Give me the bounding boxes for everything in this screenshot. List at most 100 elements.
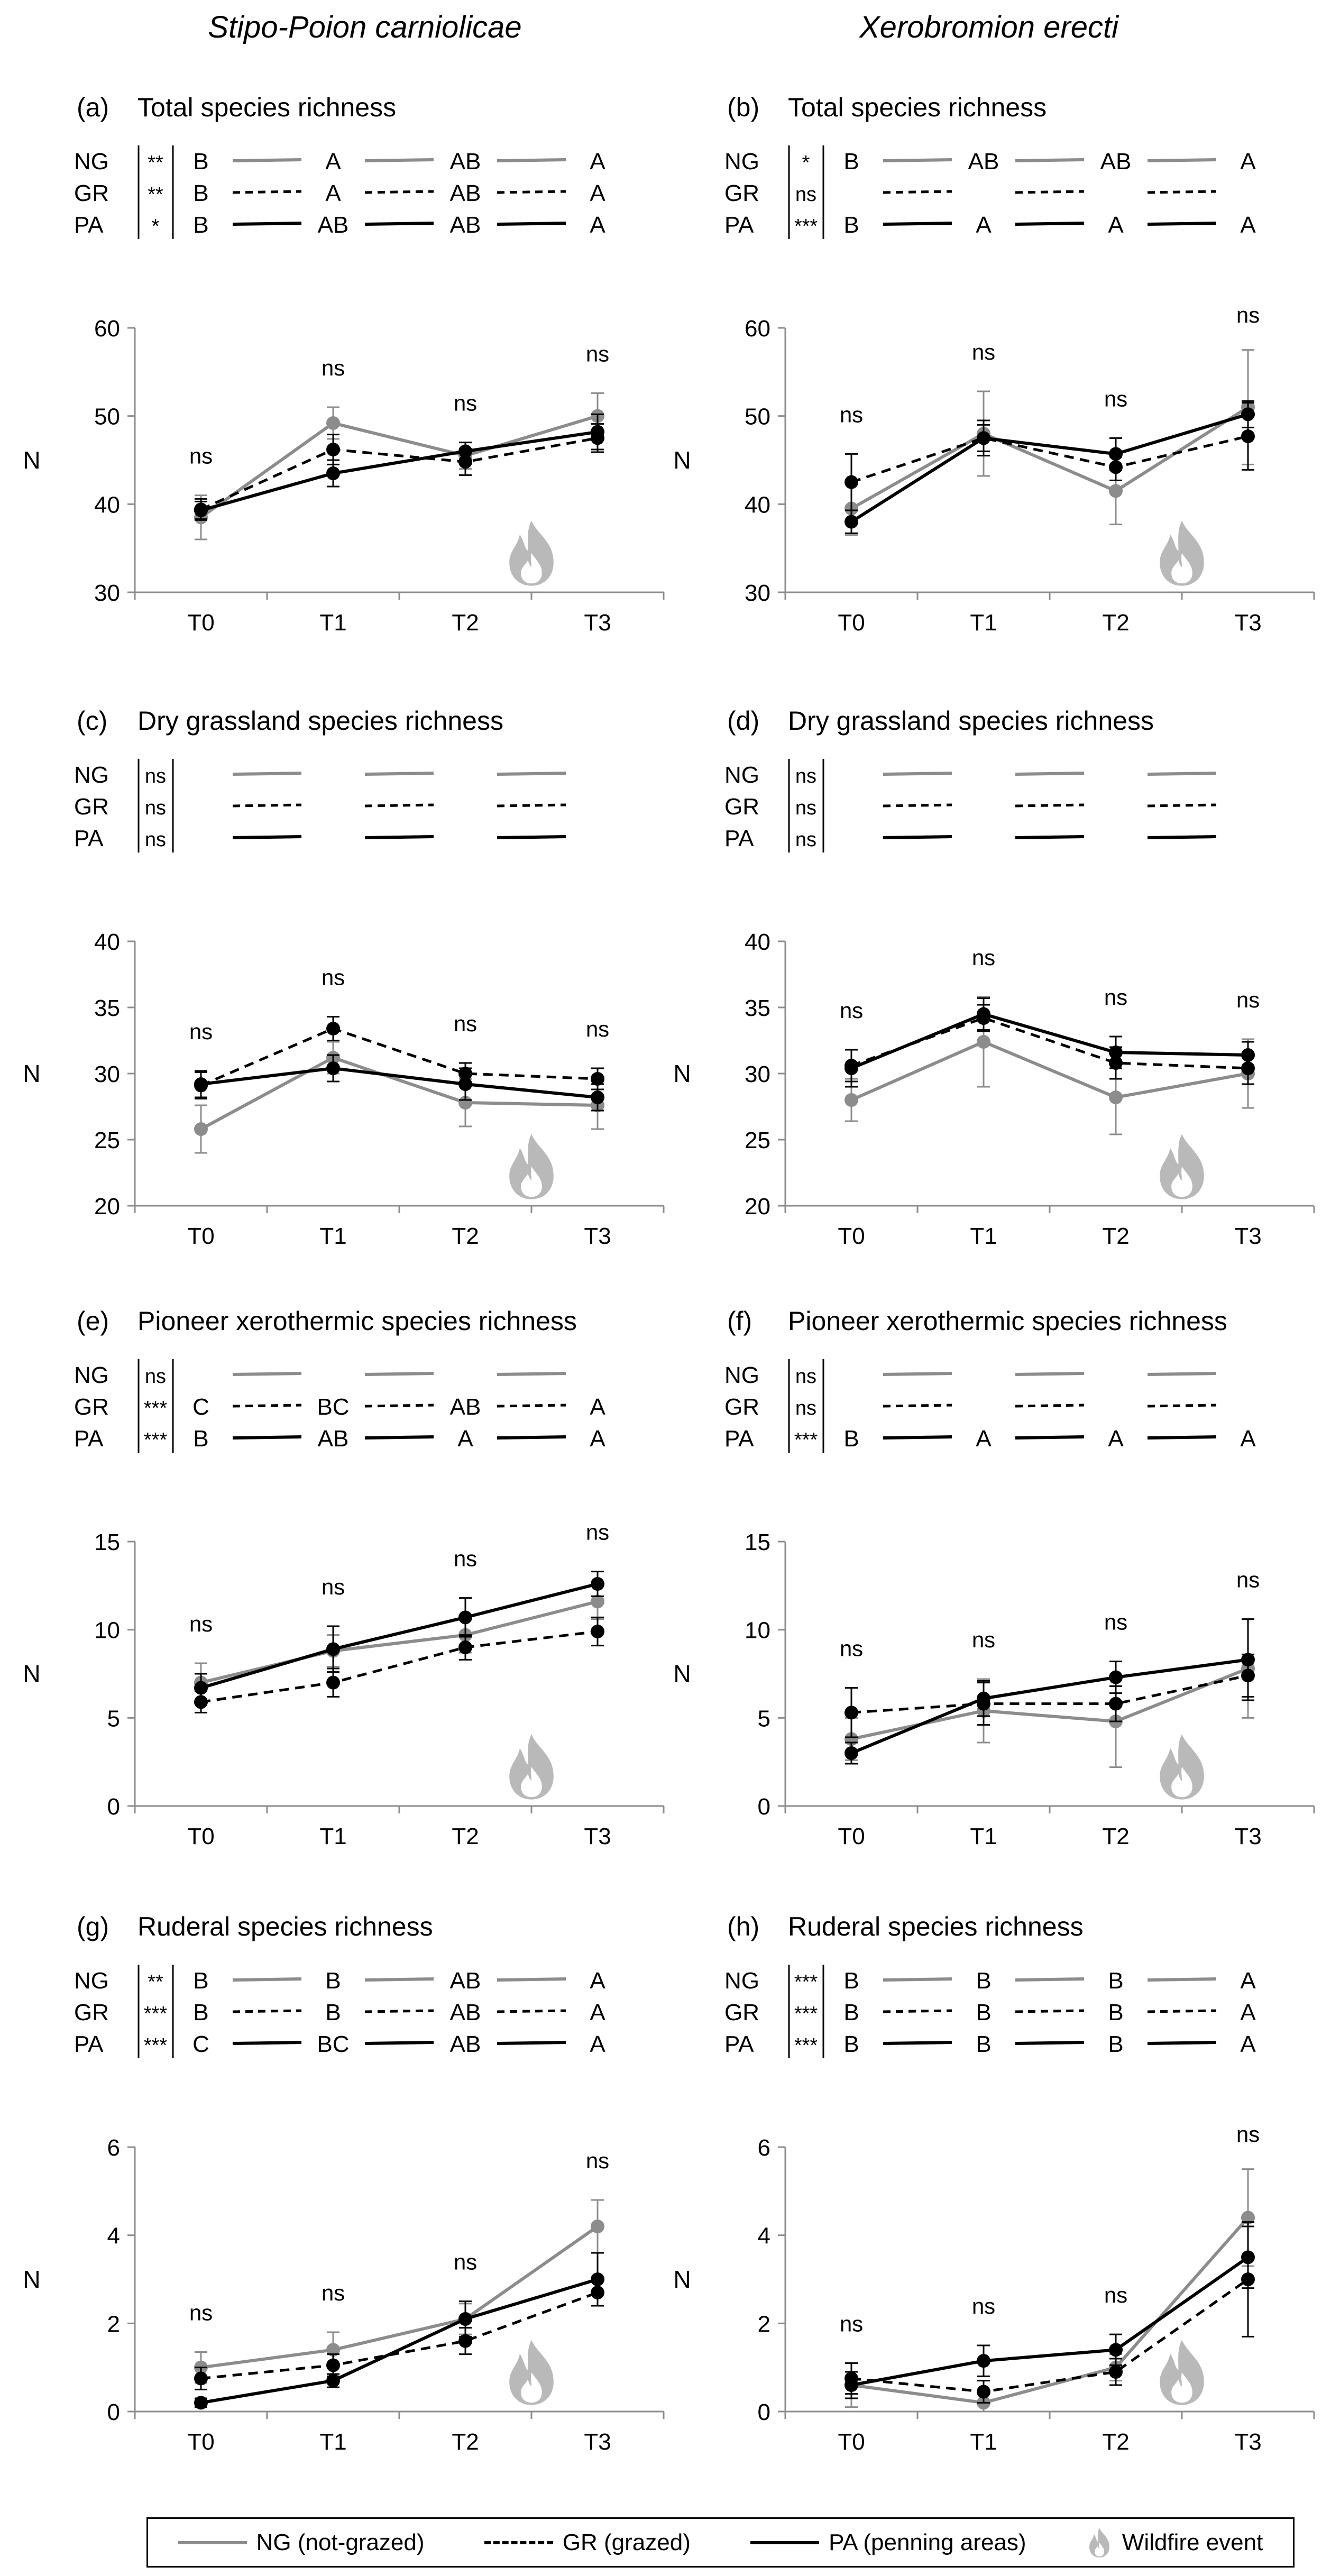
y-axis-label: N <box>673 2266 691 2293</box>
stat-line-pa <box>497 835 566 839</box>
data-point-pa <box>977 2354 990 2368</box>
stat-letter: A <box>590 1968 605 1994</box>
stat-significance: *** <box>144 1429 168 1451</box>
flame-inner-d <box>1171 1167 1192 1197</box>
panel-f: (f) Pioneer xerothermic species richness N… <box>673 1306 1315 1849</box>
legend-label-pa: PA (penning areas) <box>829 2529 1026 2555</box>
stat-line-ng <box>1147 1977 1217 1982</box>
stat-significance: ** <box>148 1971 163 1993</box>
x-tick-label: T0 <box>187 1823 214 1849</box>
stat-significance: *** <box>144 2003 168 2025</box>
flame-icon <box>1160 1134 1204 1199</box>
y-tick-label: 10 <box>94 1618 120 1644</box>
y-tick-label: 2 <box>758 2311 770 2337</box>
stat-line-ng <box>232 158 302 162</box>
series-line-ng <box>850 1040 1249 1102</box>
x-tick-label: T2 <box>1102 2429 1129 2455</box>
stat-line-gr <box>497 1404 566 1408</box>
data-point-pa <box>194 1681 208 1695</box>
data-point-pa <box>845 2378 858 2392</box>
stat-letter: AB <box>450 180 481 206</box>
y-tick-label: 40 <box>745 492 770 518</box>
y-tick-label: 30 <box>745 580 770 606</box>
stat-significance: *** <box>144 1397 168 1419</box>
data-point-gr <box>458 1640 472 1654</box>
stat-letter: A <box>1240 2031 1256 2057</box>
series-line-gr <box>200 2291 598 2380</box>
data-point-gr <box>458 2334 472 2348</box>
data-point-ng <box>194 1122 208 1136</box>
stat-line-gr <box>232 190 302 194</box>
stat-line-gr <box>1147 803 1217 808</box>
stat-significance: ns <box>145 797 166 819</box>
data-point-ng <box>1109 484 1123 498</box>
stat-letter: B <box>843 2000 859 2025</box>
stat-letter: B <box>1108 1968 1123 1994</box>
stat-letter: AB <box>450 1968 481 1994</box>
legend-label-ng: NG (not-grazed) <box>256 2529 425 2555</box>
panel-title: Ruderal species richness <box>137 1912 433 1941</box>
stat-letter: A <box>590 212 605 238</box>
stat-line-pa <box>232 222 302 226</box>
stat-letter: B <box>325 2000 341 2025</box>
point-label: ns <box>586 2148 609 2173</box>
x-tick-label: T0 <box>187 610 214 636</box>
stat-row-label: NG <box>74 149 109 175</box>
stat-letter: AB <box>450 2000 481 2025</box>
stat-row-label: GR <box>724 180 759 206</box>
point-label: ns <box>1104 2282 1127 2307</box>
x-tick-label: T2 <box>452 1823 479 1849</box>
column-title-right: Xerobromion erecti <box>859 10 1118 44</box>
stat-line-pa <box>1015 835 1085 839</box>
stat-line-gr <box>883 2009 952 2013</box>
x-tick-label: T3 <box>584 1223 611 1249</box>
stat-line-pa <box>497 2041 566 2045</box>
flame-icon <box>509 2340 554 2405</box>
series-line-pa <box>200 430 598 512</box>
stat-line-pa <box>883 222 952 226</box>
flame-inner-c <box>521 1167 542 1197</box>
point-label: ns <box>972 1627 995 1652</box>
data-point-ng <box>326 416 340 430</box>
stat-line-ng <box>497 158 566 162</box>
y-tick-label: 40 <box>94 929 120 955</box>
y-tick-label: 0 <box>758 2399 770 2425</box>
y-tick-label: 20 <box>94 1194 120 1220</box>
point-label: ns <box>1104 1610 1127 1635</box>
stat-line-pa <box>364 1435 434 1440</box>
series-line-pa <box>851 2256 1249 2387</box>
x-tick-label: T3 <box>1234 1223 1261 1249</box>
legend-item-ng: NG (not-grazed) <box>178 2529 425 2556</box>
data-point-pa <box>326 466 340 480</box>
data-point-pa <box>1109 2343 1123 2357</box>
x-tick-label: T0 <box>187 1223 214 1249</box>
x-tick-label: T1 <box>319 2429 346 2455</box>
x-tick-label: T1 <box>970 1223 997 1249</box>
legend-label-wildfire: Wildfire event <box>1122 2529 1263 2555</box>
y-tick-label: 30 <box>745 1061 770 1087</box>
series-line-gr <box>200 1027 598 1087</box>
data-point-pa <box>845 1746 858 1760</box>
stat-line-ng <box>883 772 952 776</box>
y-tick-label: 6 <box>107 2135 120 2161</box>
stat-line-gr <box>883 190 952 194</box>
stat-line-gr <box>232 1404 302 1408</box>
y-axis-label: N <box>673 1060 691 1087</box>
data-point-ng <box>591 1594 604 1609</box>
y-tick-label: 30 <box>94 1061 120 1087</box>
x-tick-label: T1 <box>970 2429 997 2455</box>
flame-inner-f <box>1171 1767 1192 1798</box>
y-tick-label: 6 <box>758 2135 770 2161</box>
stat-line-pa <box>232 1435 302 1440</box>
stat-row-label: GR <box>74 2000 109 2025</box>
flame-icon <box>1160 2340 1204 2405</box>
flame-icon <box>509 1134 554 1199</box>
panel-label: (e) <box>77 1306 109 1336</box>
stat-line-gr <box>1015 1404 1085 1408</box>
stat-significance: *** <box>794 1429 818 1451</box>
data-point-ng <box>1241 2211 1255 2225</box>
x-tick-label: T0 <box>838 1223 865 1249</box>
flame-inner-g <box>521 2372 542 2403</box>
